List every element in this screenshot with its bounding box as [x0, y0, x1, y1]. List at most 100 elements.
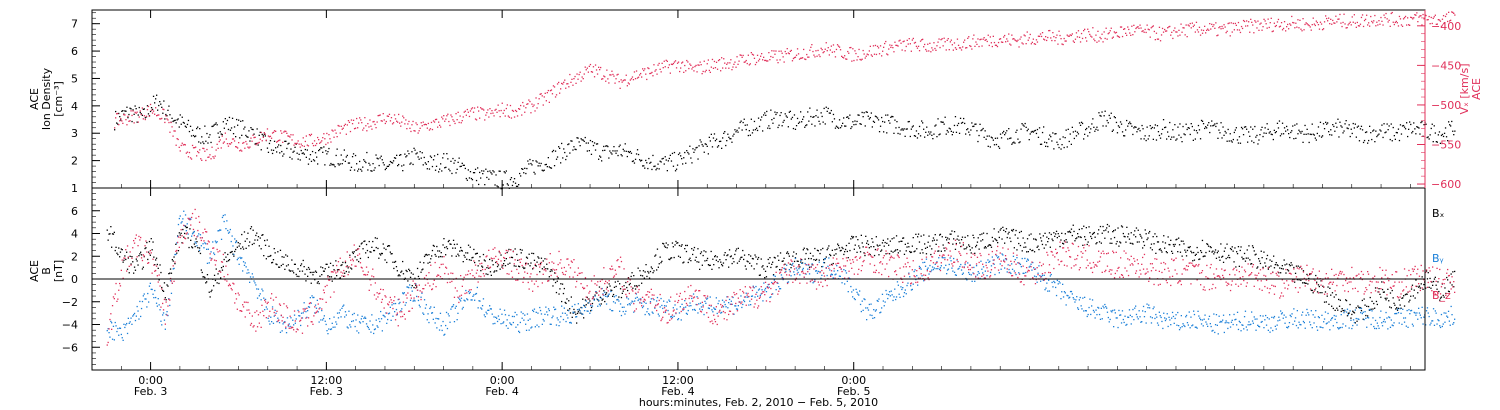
- density-point: [660, 161, 662, 163]
- vx-point: [1199, 34, 1202, 36]
- vx-point: [1097, 30, 1099, 32]
- vx-point: [871, 55, 873, 57]
- density-point: [461, 162, 463, 164]
- vx-point: [304, 140, 306, 143]
- by-point: [532, 309, 534, 311]
- bx-point: [916, 248, 918, 250]
- bx-point: [365, 243, 368, 246]
- density-point: [1370, 132, 1372, 134]
- vx-point: [664, 66, 666, 68]
- density-point: [586, 150, 588, 152]
- bx-point: [923, 234, 925, 236]
- bx-point: [1200, 250, 1202, 252]
- density-point: [567, 143, 569, 146]
- by-point: [438, 329, 441, 331]
- bx-point: [1208, 250, 1211, 252]
- bx-point: [239, 243, 241, 245]
- bx-point: [852, 237, 854, 239]
- vx-point: [744, 61, 746, 63]
- density-point: [502, 184, 504, 186]
- vx-point: [653, 64, 655, 66]
- vx-point: [701, 73, 703, 75]
- bx-point: [1195, 253, 1197, 255]
- bx-point: [115, 246, 117, 248]
- density-point: [910, 128, 912, 130]
- bx-point: [866, 240, 869, 242]
- density-point: [1248, 131, 1250, 133]
- bx-point: [227, 253, 229, 256]
- vx-point: [945, 49, 947, 51]
- bx-point: [602, 298, 604, 300]
- bx-point: [1001, 238, 1003, 240]
- bx-point: [742, 249, 744, 252]
- bx-point: [1315, 274, 1317, 277]
- bx-point: [313, 271, 315, 273]
- density-point: [634, 158, 637, 160]
- vx-point: [980, 38, 982, 40]
- by-point: [256, 297, 259, 299]
- bx-point: [1368, 309, 1371, 311]
- bx-point: [1147, 237, 1149, 239]
- density-point: [1057, 143, 1059, 146]
- vx-point: [199, 149, 201, 151]
- bx-point: [275, 263, 277, 265]
- vx-point: [1067, 35, 1069, 37]
- vx-point: [981, 45, 983, 47]
- density-point: [1236, 139, 1239, 141]
- density-point: [310, 160, 313, 162]
- bx-point: [877, 245, 879, 247]
- by-point: [415, 283, 417, 285]
- density-point: [1377, 134, 1379, 136]
- density-point: [659, 160, 661, 162]
- density-point: [813, 116, 815, 118]
- density-point: [893, 132, 895, 134]
- vx-point: [1149, 36, 1151, 38]
- bx-point: [1231, 246, 1233, 248]
- by-point: [261, 288, 263, 290]
- bx-point: [591, 302, 594, 305]
- density-point: [655, 169, 657, 171]
- density-point: [1331, 134, 1333, 136]
- vx-point: [574, 75, 576, 78]
- vx-point: [837, 45, 840, 47]
- by-point: [703, 313, 705, 316]
- by-point: [552, 315, 554, 317]
- vx-point: [424, 123, 426, 125]
- vx-point: [429, 128, 432, 130]
- density-point: [738, 127, 740, 129]
- vx-point: [1141, 30, 1143, 33]
- vx-point: [806, 53, 808, 56]
- by-point: [350, 326, 352, 328]
- vx-point: [662, 67, 664, 69]
- density-point: [1045, 145, 1047, 147]
- by-point: [276, 321, 278, 323]
- vx-point: [162, 108, 164, 110]
- bx-point: [1154, 233, 1156, 235]
- density-point: [1129, 121, 1131, 123]
- bx-point: [196, 241, 198, 243]
- bx-point: [924, 243, 926, 245]
- vx-point: [221, 135, 223, 137]
- vx-point: [1269, 22, 1271, 24]
- density-point: [875, 116, 878, 118]
- vx-point: [306, 144, 308, 146]
- bx-point: [773, 256, 775, 259]
- density-point: [763, 114, 765, 116]
- density-point: [966, 129, 968, 131]
- bx-point: [641, 275, 644, 277]
- vx-point: [1290, 24, 1292, 26]
- density-point: [1046, 142, 1048, 144]
- bx-point: [333, 269, 335, 271]
- bx-point: [286, 255, 289, 257]
- vx-point: [1378, 20, 1380, 22]
- density-point: [175, 122, 177, 124]
- vx-point: [496, 111, 498, 113]
- bx-point: [1396, 309, 1399, 311]
- vx-point: [117, 112, 119, 115]
- vx-point: [1192, 25, 1194, 28]
- vx-point: [643, 69, 645, 72]
- bx-point: [817, 250, 819, 252]
- vx-point: [1342, 21, 1344, 24]
- by-point: [437, 318, 439, 320]
- by-point: [531, 326, 533, 328]
